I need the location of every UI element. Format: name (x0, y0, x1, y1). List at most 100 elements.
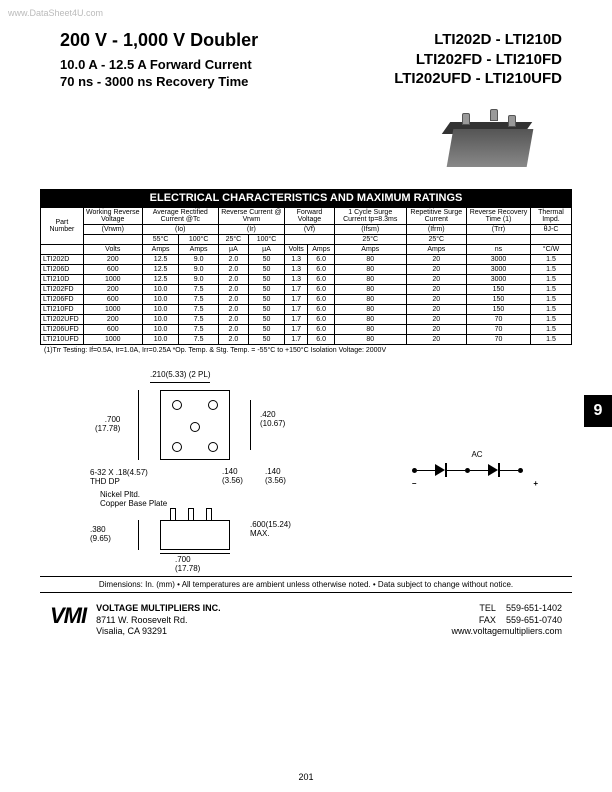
table-cell: 1.5 (530, 325, 571, 335)
u-trr: ns (466, 245, 530, 255)
table-cell: 2.0 (218, 315, 248, 325)
table-cell: 6.0 (308, 325, 335, 335)
table-cell: 600 (83, 325, 142, 335)
table-cell: 6.0 (308, 275, 335, 285)
page-number: 201 (0, 772, 612, 782)
u-ifrm: Amps (406, 245, 466, 255)
dim-thd: 6-32 X .18(4.57) THD DP (90, 468, 148, 486)
table-cell: 80 (334, 325, 406, 335)
fax-label: FAX (479, 615, 496, 625)
table-cell: 70 (466, 315, 530, 325)
table-cell: 50 (249, 325, 285, 335)
col-vrwm: Working Reverse Voltage (83, 208, 142, 225)
table-cell: 7.5 (179, 335, 218, 345)
table-cell: 1.5 (530, 315, 571, 325)
u-ifsm: Amps (334, 245, 406, 255)
sym-ir: (Ir) (218, 225, 284, 235)
table-cell: 80 (334, 315, 406, 325)
table-cell: LTI206FD (41, 295, 84, 305)
minus-label: – (412, 479, 416, 488)
addr2: Visalia, CA 93291 (96, 626, 221, 638)
temp-ifsm: 25°C (334, 235, 406, 245)
table-cell: 2.0 (218, 265, 248, 275)
sym-ifrm: (Ifrm) (406, 225, 466, 235)
table-cell: 1.7 (285, 315, 308, 325)
table-cell: 200 (83, 315, 142, 325)
table-cell: LTI202UFD (41, 315, 84, 325)
table-cell: 12.5 (142, 275, 179, 285)
dim-600: .600(15.24) MAX. (250, 520, 291, 538)
table-cell: 6.0 (308, 285, 335, 295)
table-cell: 7.5 (179, 295, 218, 305)
package-image (432, 111, 552, 181)
tel-label: TEL (479, 603, 496, 613)
mechanical-drawing: .210(5.33) (2 PL) .700 (17.78) .420 (10.… (60, 370, 562, 570)
table-cell: 1.3 (285, 275, 308, 285)
table-cell: 6.0 (308, 305, 335, 315)
table-footnote: (1)Trr Testing: If=0.5A, Ir=1.0A, Irr=0.… (40, 345, 572, 356)
table-cell: 3000 (466, 265, 530, 275)
table-cell: 50 (249, 305, 285, 315)
table-cell: 1.5 (530, 335, 571, 345)
table-cell: LTI210UFD (41, 335, 84, 345)
table-cell: 2.0 (218, 255, 248, 265)
table-cell: 1000 (83, 275, 142, 285)
table-cell: 7.5 (179, 285, 218, 295)
table-title: ELECTRICAL CHARACTERISTICS AND MAXIMUM R… (40, 189, 572, 207)
table-cell: 600 (83, 295, 142, 305)
sym-trr: (Trr) (466, 225, 530, 235)
table-cell: 50 (249, 315, 285, 325)
temp-ifrm: 25°C (406, 235, 466, 245)
table-cell: 1.7 (285, 325, 308, 335)
table-cell: 1.3 (285, 265, 308, 275)
col-ir: Reverse Current @ Vrwm (218, 208, 284, 225)
u-vfa: Amps (308, 245, 335, 255)
col-io: Average Rectified Current @Tc (142, 208, 218, 225)
table-cell: 1000 (83, 305, 142, 315)
table-cell: 200 (83, 285, 142, 295)
table-cell: 1.5 (530, 285, 571, 295)
table-cell: 6.0 (308, 335, 335, 345)
subtitle-1: 10.0 A - 12.5 A Forward Current (60, 57, 258, 72)
table-cell: 20 (406, 315, 466, 325)
table-cell: 1.7 (285, 295, 308, 305)
table-cell: 1.5 (530, 255, 571, 265)
table-cell: 2.0 (218, 295, 248, 305)
u-ua1: µA (218, 245, 248, 255)
table-cell: 50 (249, 275, 285, 285)
col-th: Thermal Impd. (530, 208, 571, 225)
table-cell: 12.5 (142, 255, 179, 265)
table-cell: LTI206D (41, 265, 84, 275)
table-cell: 20 (406, 265, 466, 275)
u-ua2: µA (249, 245, 285, 255)
part-line-3: LTI202UFD - LTI210UFD (394, 69, 562, 89)
sym-vf: (Vf) (285, 225, 335, 235)
dimensions-note: Dimensions: In. (mm) • All temperatures … (40, 576, 572, 593)
tel: 559-651-1402 (506, 603, 562, 613)
table-cell: 10.0 (142, 295, 179, 305)
table-cell: 10.0 (142, 305, 179, 315)
table-cell: LTI210FD (41, 305, 84, 315)
table-cell: 70 (466, 325, 530, 335)
table-cell: 9.0 (179, 265, 218, 275)
table-cell: 7.5 (179, 325, 218, 335)
addr1: 8711 W. Roosevelt Rd. (96, 615, 221, 627)
dim-nickel: Nickel Pltd. Copper Base Plate (100, 490, 167, 508)
temp-io-100: 100°C (179, 235, 218, 245)
table-cell: 50 (249, 295, 285, 305)
table-cell: 50 (249, 255, 285, 265)
subtitle-2: 70 ns - 3000 ns Recovery Time (60, 74, 258, 89)
table-cell: 80 (334, 265, 406, 275)
header-left: 200 V - 1,000 V Doubler 10.0 A - 12.5 A … (60, 30, 258, 91)
u-amps2: Amps (179, 245, 218, 255)
table-cell: 1.5 (530, 305, 571, 315)
part-line-2: LTI202FD - LTI210FD (394, 50, 562, 70)
table-cell: 6.0 (308, 255, 335, 265)
table-cell: 80 (334, 275, 406, 285)
sym-io: (Io) (142, 225, 218, 235)
table-cell: 20 (406, 275, 466, 285)
table-cell: 7.5 (179, 315, 218, 325)
table-cell: 50 (249, 335, 285, 345)
col-trr: Reverse Recovery Time (1) (466, 208, 530, 225)
table-cell: 20 (406, 305, 466, 315)
